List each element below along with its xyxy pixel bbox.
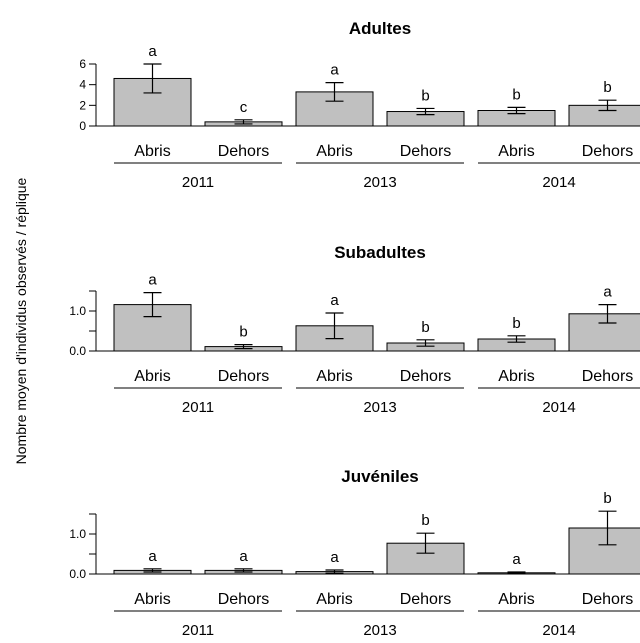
category-label: Dehors	[400, 143, 452, 160]
category-label: Abris	[134, 368, 170, 385]
bar	[568, 104, 640, 127]
category-label: Abris	[316, 591, 352, 608]
y-tick-label: 1.0	[69, 304, 86, 318]
y-tick-label: 0.0	[69, 567, 86, 581]
y-tick-label: 0	[79, 119, 86, 133]
category-label: Abris	[134, 143, 170, 160]
chart-panel: Subadultes 0.0 1.0 a Abris b Dehors a Abris b Deho…	[69, 243, 640, 416]
group-year-label: 2014	[542, 399, 575, 416]
group-year-label: 2011	[182, 399, 214, 416]
category-label: Abris	[498, 368, 534, 385]
significance-letter: b	[603, 490, 611, 507]
significance-letter: a	[330, 549, 339, 566]
significance-letter: c	[240, 99, 248, 116]
group-year-label: 2013	[363, 174, 396, 191]
significance-letter: a	[512, 551, 521, 568]
category-label: Dehors	[582, 368, 634, 385]
chart-panel: Adultes 0 2 4 6 a Abris c Dehors a Abris b Dehors b Ab…	[79, 19, 640, 191]
significance-letter: b	[421, 512, 429, 529]
significance-letter: b	[512, 86, 520, 103]
significance-letter: a	[330, 292, 339, 309]
panel-title: Subadultes	[334, 243, 426, 262]
chart-panel: Juvéniles 0.0 1.0 a Abris a Dehors a Abris b Dehor…	[69, 467, 640, 639]
y-axis-label: Nombre moyen d'individus observés / répl…	[13, 177, 29, 464]
bar	[568, 527, 640, 575]
significance-letter: b	[512, 315, 520, 332]
y-tick-label: 4	[79, 78, 86, 92]
significance-letter: a	[148, 43, 157, 60]
group-year-label: 2013	[363, 399, 396, 416]
y-tick-label: 6	[79, 57, 86, 71]
significance-letter: b	[421, 87, 429, 104]
significance-letter: b	[421, 319, 429, 336]
group-year-label: 2014	[542, 622, 575, 639]
category-label: Dehors	[400, 591, 452, 608]
category-label: Abris	[134, 591, 170, 608]
category-label: Dehors	[582, 143, 634, 160]
significance-letter: b	[239, 324, 247, 341]
category-label: Abris	[316, 368, 352, 385]
group-year-label: 2011	[182, 174, 214, 191]
panel-title: Adultes	[349, 19, 411, 38]
category-label: Dehors	[218, 143, 270, 160]
category-label: Abris	[316, 143, 352, 160]
category-label: Dehors	[400, 368, 452, 385]
category-label: Dehors	[218, 368, 270, 385]
significance-letter: b	[603, 79, 611, 96]
significance-letter: a	[239, 548, 248, 565]
y-tick-label: 1.0	[69, 527, 86, 541]
group-year-label: 2014	[542, 174, 575, 191]
category-label: Dehors	[218, 591, 270, 608]
category-label: Dehors	[582, 591, 634, 608]
y-tick-label: 2	[79, 98, 86, 112]
y-tick-label: 0.0	[69, 344, 86, 358]
category-label: Abris	[498, 143, 534, 160]
bar	[568, 313, 640, 352]
category-label: Abris	[498, 591, 534, 608]
panels-container: Adultes 0 2 4 6 a Abris c Dehors a Abris b Dehors b Ab…	[69, 19, 640, 639]
significance-letter: a	[603, 284, 612, 301]
significance-letter: a	[148, 548, 157, 565]
panel-title: Juvéniles	[341, 467, 419, 486]
significance-letter: a	[330, 62, 339, 79]
group-year-label: 2011	[182, 622, 214, 639]
significance-letter: a	[148, 272, 157, 289]
group-year-label: 2013	[363, 622, 396, 639]
